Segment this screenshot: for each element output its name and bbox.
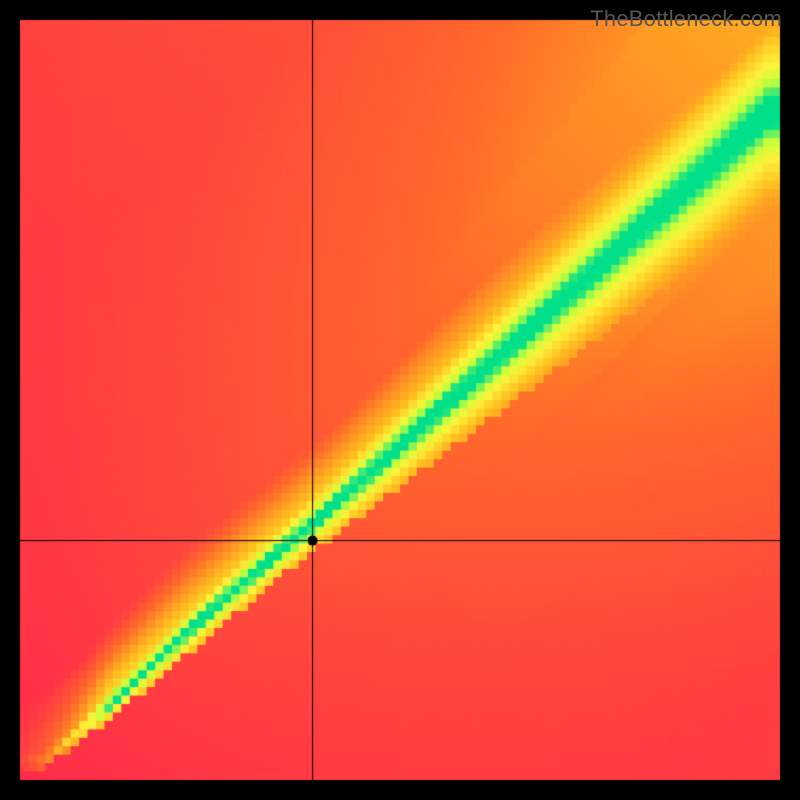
bottleneck-heatmap (0, 0, 800, 800)
watermark-text: TheBottleneck.com (590, 6, 782, 32)
